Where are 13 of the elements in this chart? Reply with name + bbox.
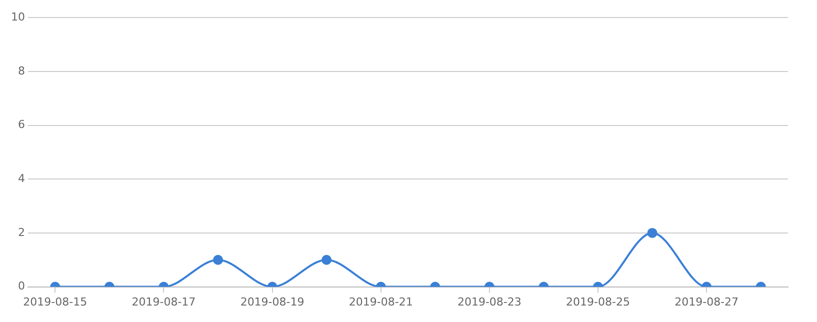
y-tick-label: 2 xyxy=(18,226,25,239)
y-tick-label: 0 xyxy=(18,280,25,293)
x-tick-label: 2019-08-25 xyxy=(566,295,630,308)
y-tick-label: 4 xyxy=(18,172,25,185)
x-tick-label: 2019-08-21 xyxy=(348,295,413,308)
x-tick-label: 2019-08-15 xyxy=(23,295,88,308)
x-tick-label: 2019-08-27 xyxy=(674,295,739,308)
y-tick-label: 10 xyxy=(10,10,25,24)
x-tick-label: 2019-08-23 xyxy=(457,295,522,308)
x-tick-label: 2019-08-17 xyxy=(132,295,196,308)
x-tick-label: 2019-08-19 xyxy=(240,295,304,308)
y-tick-label: 8 xyxy=(18,64,25,78)
y-tick-label: 6 xyxy=(18,118,25,132)
